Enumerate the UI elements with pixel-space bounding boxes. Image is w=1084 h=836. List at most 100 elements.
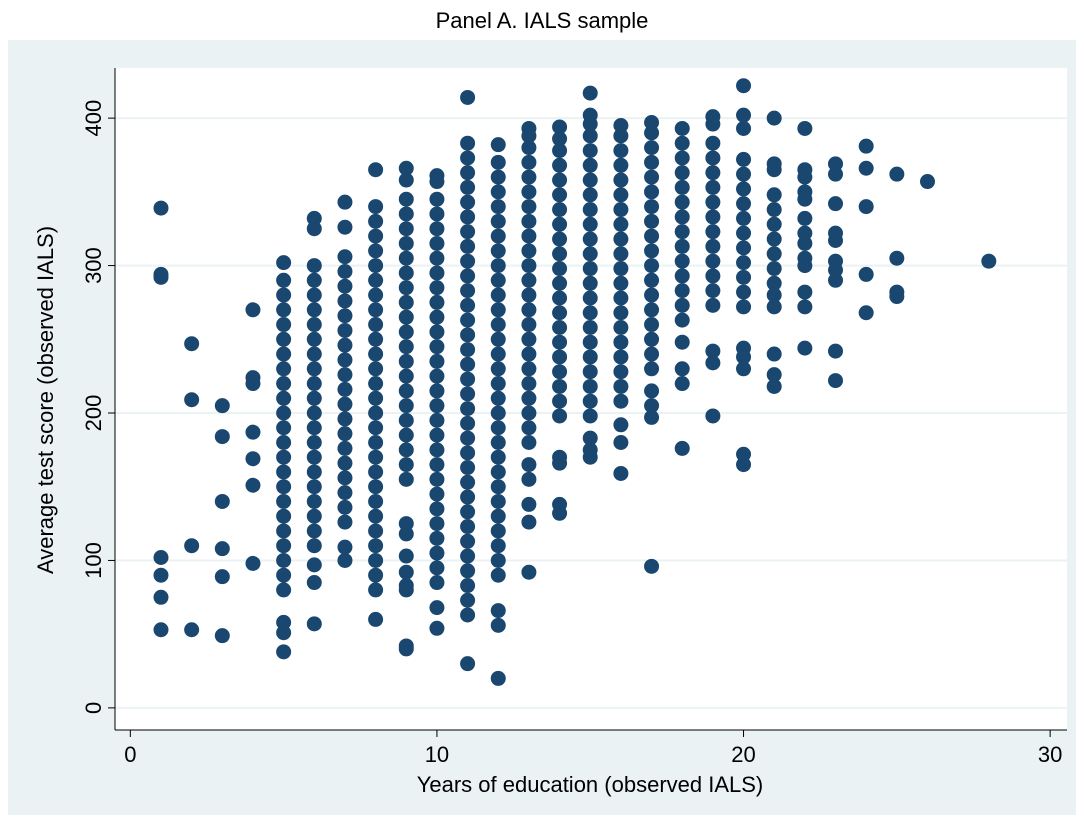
point [613, 202, 629, 218]
point [429, 530, 445, 546]
point [490, 523, 506, 539]
point [582, 246, 598, 262]
point [552, 231, 568, 247]
point [276, 479, 292, 495]
point [368, 331, 384, 347]
point [398, 339, 414, 355]
x-tick-label: 30 [1038, 742, 1062, 767]
point [613, 118, 629, 134]
point [490, 538, 506, 554]
point [490, 508, 506, 524]
point [582, 202, 598, 218]
point [306, 302, 322, 318]
point [276, 614, 292, 630]
point [337, 249, 353, 265]
point [460, 430, 476, 446]
point [552, 319, 568, 335]
point [460, 563, 476, 579]
point [736, 151, 752, 167]
point [306, 317, 322, 333]
x-tick-label: 10 [425, 742, 449, 767]
point [797, 284, 813, 300]
point [306, 210, 322, 226]
point [797, 299, 813, 315]
point [521, 128, 537, 144]
point [490, 199, 506, 215]
point [613, 364, 629, 380]
point [398, 250, 414, 266]
point [306, 464, 322, 480]
point [521, 154, 537, 170]
point [674, 209, 690, 225]
point [613, 305, 629, 321]
point [490, 552, 506, 568]
point [552, 172, 568, 188]
point [582, 85, 598, 101]
point [582, 275, 598, 291]
point [613, 157, 629, 173]
point [368, 228, 384, 244]
point [797, 169, 813, 185]
point [582, 430, 598, 446]
point [184, 538, 200, 554]
point [368, 567, 384, 583]
point [674, 283, 690, 299]
point [858, 138, 874, 154]
point [460, 135, 476, 151]
point [705, 179, 721, 195]
point [460, 592, 476, 608]
point [306, 557, 322, 573]
point [398, 526, 414, 542]
point [276, 538, 292, 554]
point [337, 485, 353, 501]
point [766, 231, 782, 247]
point [429, 600, 445, 616]
point [429, 174, 445, 190]
point [214, 493, 230, 509]
point [368, 611, 384, 627]
point [460, 253, 476, 269]
point [490, 317, 506, 333]
point [460, 150, 476, 166]
point [705, 343, 721, 359]
point [214, 541, 230, 557]
point [429, 280, 445, 296]
point [490, 213, 506, 229]
point [582, 157, 598, 173]
point [214, 628, 230, 644]
point [552, 364, 568, 380]
point [766, 299, 782, 315]
point [429, 575, 445, 591]
point [306, 434, 322, 450]
point [644, 272, 660, 288]
point [858, 305, 874, 321]
point [613, 216, 629, 232]
x-tick-label: 0 [124, 742, 136, 767]
point [276, 361, 292, 377]
point [306, 449, 322, 465]
point [797, 225, 813, 241]
point [398, 427, 414, 443]
point [552, 275, 568, 291]
point [306, 508, 322, 524]
point [552, 261, 568, 277]
point [766, 287, 782, 303]
point [521, 272, 537, 288]
point [429, 265, 445, 281]
point [429, 620, 445, 636]
point [490, 434, 506, 450]
point [306, 221, 322, 237]
point [981, 253, 997, 269]
point [368, 493, 384, 509]
point [552, 119, 568, 135]
point [276, 464, 292, 480]
point [276, 317, 292, 333]
point [521, 434, 537, 450]
point [429, 383, 445, 399]
point [276, 331, 292, 347]
point [337, 194, 353, 210]
point [306, 390, 322, 406]
point [613, 261, 629, 277]
point [184, 622, 200, 638]
point [582, 334, 598, 350]
